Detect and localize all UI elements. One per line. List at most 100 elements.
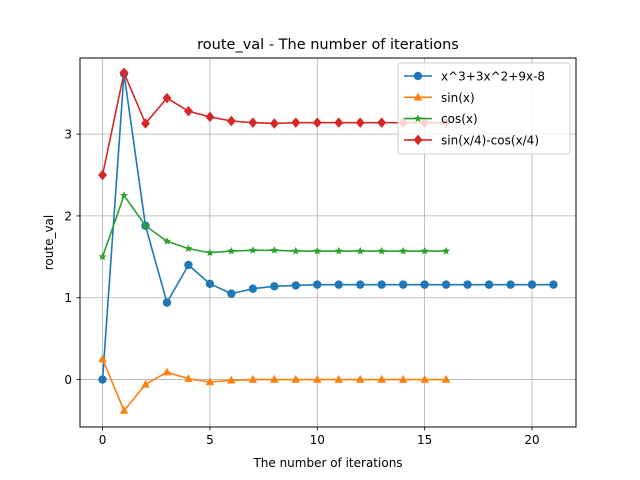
- legend-item-1: sin(x): [404, 91, 475, 105]
- data-point: [313, 246, 322, 255]
- data-point: [291, 117, 301, 128]
- data-point: [248, 374, 258, 383]
- data-point: [162, 237, 171, 245]
- data-point: [420, 246, 429, 255]
- data-point: [119, 406, 129, 414]
- data-point: [205, 279, 215, 289]
- legend-item-3: sin(x/4)-cos(x/4): [404, 133, 539, 147]
- x-axis-label: The number of iterations: [252, 456, 402, 470]
- y-tick-label: 3: [64, 128, 72, 142]
- series-2: [98, 191, 451, 261]
- data-point: [291, 281, 300, 290]
- data-point: [463, 280, 472, 289]
- data-point: [420, 374, 429, 383]
- data-point: [313, 280, 322, 289]
- x-tick-label: 20: [524, 433, 539, 447]
- legend-label: sin(x/4)-cos(x/4): [441, 133, 539, 147]
- data-point: [399, 246, 408, 255]
- data-point: [377, 280, 386, 289]
- data-point: [377, 246, 386, 255]
- data-point: [334, 280, 343, 289]
- data-point: [248, 284, 258, 293]
- data-point: [269, 118, 279, 129]
- data-point: [248, 246, 257, 254]
- data-point: [334, 374, 343, 383]
- legend-marker: [413, 134, 423, 146]
- data-point: [184, 374, 193, 382]
- data-point: [377, 374, 386, 383]
- data-point: [334, 246, 343, 255]
- data-point: [270, 282, 279, 291]
- series-0: [98, 69, 558, 384]
- data-point: [441, 374, 451, 383]
- data-point: [205, 248, 214, 257]
- data-point: [442, 246, 451, 255]
- legend-marker: [413, 71, 423, 81]
- x-tick-label: 15: [417, 433, 432, 447]
- plot-frame: [79, 57, 577, 428]
- data-point: [270, 374, 279, 383]
- axis-ticks: 0 5 10 15 20 0 1 2 3: [64, 128, 539, 447]
- legend-box: [397, 62, 571, 155]
- x-tick-label: 10: [310, 433, 325, 447]
- data-point: [162, 92, 172, 104]
- series-line: [101, 72, 554, 380]
- x-tick-label: 5: [206, 433, 214, 447]
- data-point: [184, 244, 193, 253]
- data-point: [98, 375, 107, 384]
- data-point: [226, 115, 236, 127]
- y-axis-label: route_val: [42, 215, 56, 271]
- data-point: [227, 246, 236, 255]
- data-point: [184, 260, 193, 270]
- data-point: [227, 289, 236, 298]
- data-point: [527, 280, 537, 289]
- data-point: [356, 280, 365, 289]
- data-point: [227, 375, 236, 384]
- data-point: [205, 111, 215, 123]
- legend-item-2: cos(x): [404, 112, 478, 126]
- data-point: [119, 67, 129, 78]
- series-1: [98, 354, 451, 414]
- x-tick-label: 0: [99, 433, 107, 447]
- data-point: [98, 252, 107, 261]
- series-layer: [98, 67, 558, 414]
- legend-label: sin(x): [441, 91, 475, 105]
- data-point: [291, 246, 300, 255]
- data-point: [334, 117, 344, 128]
- data-point: [506, 280, 515, 289]
- data-point: [377, 117, 387, 128]
- y-tick-label: 1: [64, 291, 72, 305]
- data-point: [183, 105, 193, 117]
- data-point: [141, 221, 150, 230]
- data-point: [398, 280, 408, 289]
- data-point: [98, 169, 108, 181]
- data-point: [420, 280, 429, 289]
- legend-label: x^3+3x^2+9x-8: [441, 70, 545, 84]
- legend-marker: [414, 114, 422, 122]
- data-point: [312, 117, 322, 128]
- legend-item-0: x^3+3x^2+9x-8: [404, 70, 545, 84]
- data-point: [98, 354, 107, 363]
- legend-marker: [413, 92, 423, 101]
- data-point: [313, 374, 322, 383]
- data-point: [205, 377, 215, 386]
- data-point: [356, 374, 365, 383]
- data-point: [162, 367, 172, 376]
- legend: x^3+3x^2+9x-8 sin(x) cos(x) sin(x/4)-cos(x/…: [397, 62, 571, 155]
- data-point: [355, 117, 365, 128]
- data-point: [291, 374, 300, 383]
- chart-title: route_val - The number of iterations: [197, 37, 459, 53]
- data-point: [441, 280, 451, 289]
- data-point: [398, 374, 408, 383]
- data-point: [162, 298, 172, 307]
- y-tick-label: 2: [64, 209, 72, 223]
- data-point: [120, 191, 129, 199]
- data-point: [484, 280, 494, 289]
- data-point: [141, 118, 150, 129]
- data-point: [356, 246, 365, 255]
- data-point: [270, 246, 279, 254]
- data-point: [248, 117, 258, 128]
- y-tick-label: 0: [64, 373, 72, 387]
- data-point: [549, 280, 558, 289]
